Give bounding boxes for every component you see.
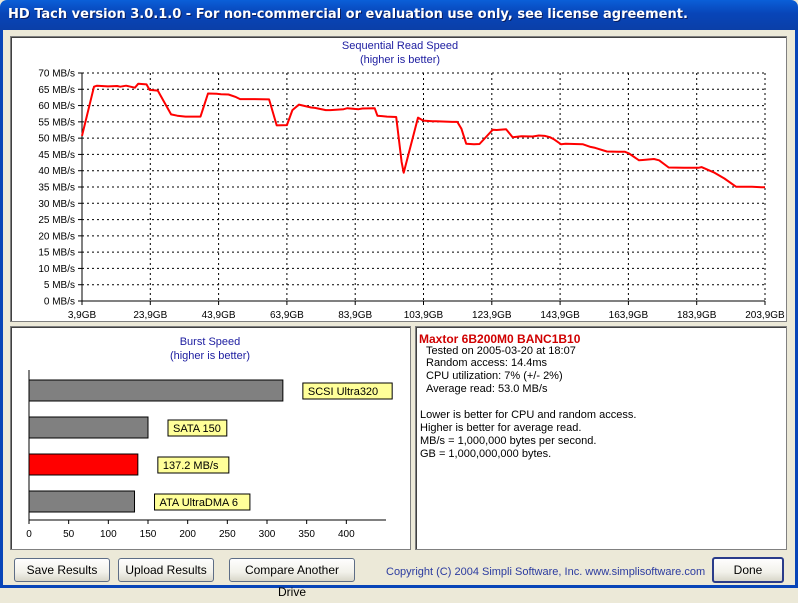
average-read-text: Average read: 53.0 MB/s	[426, 383, 548, 395]
y-tick-label: 50 MB/s	[38, 134, 75, 145]
y-tick-label: 70 MB/s	[38, 69, 75, 80]
x-tick-label: 203,9GB	[745, 310, 785, 321]
save-results-button[interactable]: Save Results	[14, 558, 110, 582]
random-access-text: Random access: 14.4ms	[426, 357, 548, 369]
drive-name: Maxtor 6B200M0 BANC1B10	[419, 332, 581, 346]
y-tick-label: 65 MB/s	[38, 85, 75, 96]
y-tick-label: 15 MB/s	[38, 248, 75, 259]
x-tick-label: 83,9GB	[338, 310, 372, 321]
x-tick-label: 123,9GB	[472, 310, 512, 321]
x-tick-label: 103,9GB	[404, 310, 444, 321]
upload-results-button[interactable]: Upload Results	[118, 558, 214, 582]
x-tick-label: 23,9GB	[133, 310, 167, 321]
x-tick-label: 63,9GB	[270, 310, 304, 321]
sequential-read-chart: 0 MB/s 5 MB/s 10 MB/s 15 MB/s 20 MB/s 25 MB/s…	[38, 69, 785, 322]
compare-another-drive-button[interactable]: Compare Another Drive	[229, 558, 355, 599]
note-line: Lower is better for CPU and random acces…	[420, 409, 637, 421]
read-speed-line	[81, 82, 765, 189]
x-tick-label: 143,9GB	[540, 310, 580, 321]
x-tick-label: 163,9GB	[609, 310, 649, 321]
copyright-text: Copyright (C) 2004 Simpli Software, Inc.…	[386, 566, 706, 578]
y-tick-label: 5 MB/s	[44, 280, 75, 291]
y-tick-label: 30 MB/s	[38, 199, 75, 210]
x-tick-label: 43,9GB	[202, 310, 236, 321]
y-tick-label: 0 MB/s	[44, 297, 75, 308]
burst-chart-title: Burst Speed	[179, 336, 241, 348]
y-tick-label: 55 MB/s	[38, 117, 75, 128]
y-tick-label: 20 MB/s	[38, 231, 75, 242]
note-line: Higher is better for average read.	[420, 422, 582, 434]
y-tick-label: 60 MB/s	[38, 101, 75, 112]
note-line: MB/s = 1,000,000 bytes per second.	[420, 435, 597, 447]
sequential-chart-title: Sequential Read Speed	[341, 40, 459, 52]
burst-chart-subtitle: (higher is better)	[169, 350, 251, 362]
y-tick-label: 45 MB/s	[38, 150, 75, 161]
window-title: HD Tach version 3.0.1.0 - For non-commer…	[0, 0, 798, 30]
y-tick-label: 40 MB/s	[38, 166, 75, 177]
tested-on-text: Tested on 2005-03-20 at 18:07	[426, 345, 576, 357]
done-button[interactable]: Done	[712, 557, 784, 583]
note-line: GB = 1,000,000,000 bytes.	[420, 448, 552, 460]
y-tick-label: 10 MB/s	[38, 264, 75, 275]
y-tick-label: 25 MB/s	[38, 215, 75, 226]
y-tick-label: 35 MB/s	[38, 183, 75, 194]
x-tick-label: 3,9GB	[68, 310, 97, 321]
results-info-panel	[415, 326, 787, 550]
x-tick-label: 183,9GB	[677, 310, 717, 321]
sequential-chart-subtitle: (higher is better)	[359, 54, 441, 66]
cpu-utilization-text: CPU utilization: 7% (+/- 2%)	[426, 370, 563, 382]
